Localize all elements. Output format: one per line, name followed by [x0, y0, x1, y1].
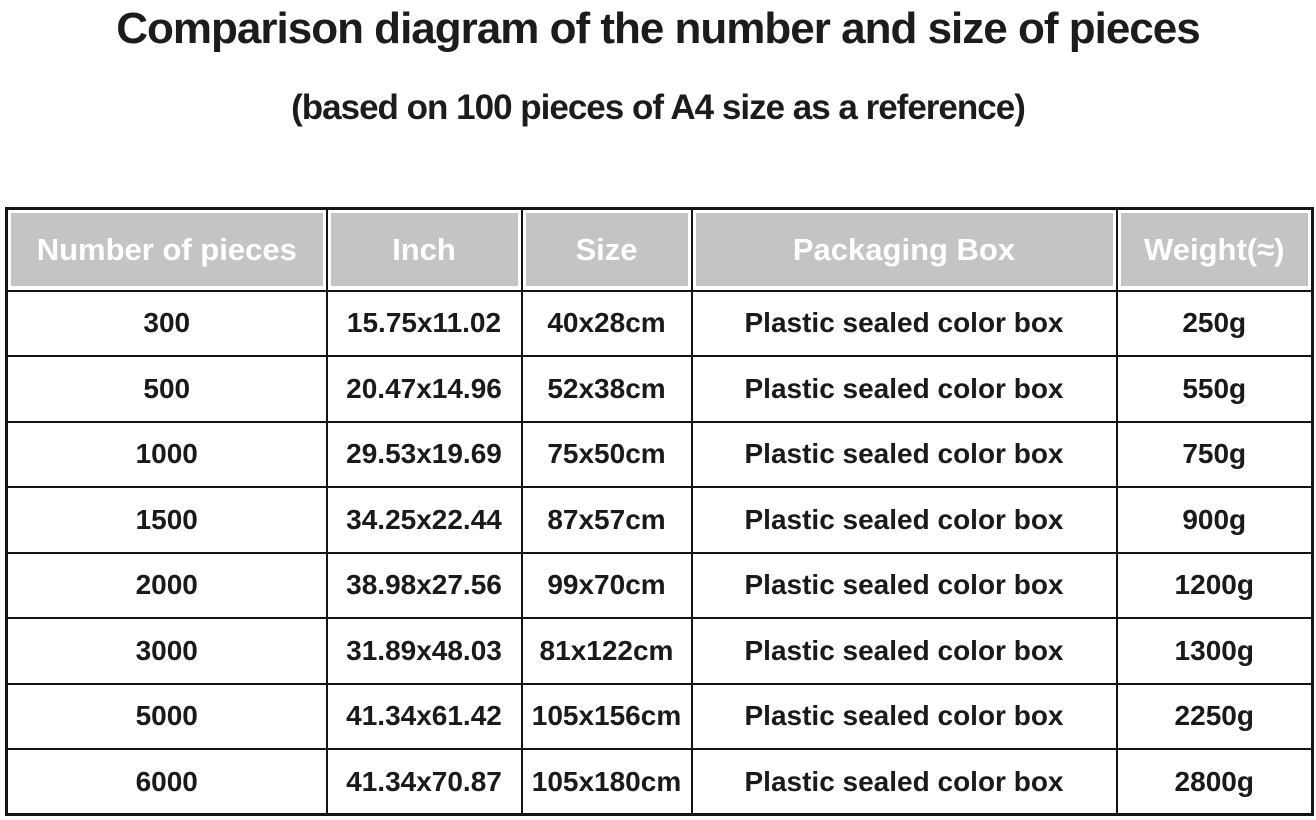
cell-size: 81x122cm	[520, 617, 693, 685]
cell-weight: 2800g	[1115, 748, 1314, 816]
table-row: 5000 41.34x61.42 105x156cm Plastic sealed c…	[5, 682, 1314, 750]
column-header-size: Size	[520, 207, 693, 292]
cell-number-of-pieces: 300	[5, 289, 328, 357]
cell-number-of-pieces: 1500	[5, 486, 328, 554]
cell-packaging-box: Plastic sealed color box	[690, 486, 1118, 554]
column-header-packaging-box: Packaging Box	[690, 207, 1118, 292]
cell-inch: 29.53x19.69	[325, 420, 523, 488]
cell-inch: 15.75x11.02	[325, 289, 523, 357]
cell-size: 105x180cm	[520, 748, 693, 816]
cell-inch: 38.98x27.56	[325, 551, 523, 619]
table-row: 300 15.75x11.02 40x28cm Plastic sealed colo…	[5, 289, 1314, 357]
column-header-inch: Inch	[325, 207, 523, 292]
column-header-label: Inch	[330, 213, 518, 287]
comparison-table: Number of pieces Inch Size Packaging Box…	[5, 207, 1314, 816]
cell-weight: 1200g	[1115, 551, 1314, 619]
page-title: Comparison diagram of the number and siz…	[116, 4, 1200, 53]
cell-number-of-pieces: 6000	[5, 748, 328, 816]
cell-packaging-box: Plastic sealed color box	[690, 355, 1118, 423]
cell-size: 75x50cm	[520, 420, 693, 488]
column-header-label: Size	[525, 213, 688, 287]
page-subtitle: (based on 100 pieces of A4 size as a ref…	[291, 88, 1026, 127]
table-row: 6000 41.34x70.87 105x180cm Plastic sealed c…	[5, 748, 1314, 816]
comparison-table-container: Number of pieces Inch Size Packaging Box…	[5, 207, 1314, 816]
cell-weight: 550g	[1115, 355, 1314, 423]
cell-number-of-pieces: 500	[5, 355, 328, 423]
cell-packaging-box: Plastic sealed color box	[690, 420, 1118, 488]
cell-packaging-box: Plastic sealed color box	[690, 682, 1118, 750]
cell-number-of-pieces: 3000	[5, 617, 328, 685]
cell-packaging-box: Plastic sealed color box	[690, 617, 1118, 685]
cell-weight: 900g	[1115, 486, 1314, 554]
cell-number-of-pieces: 1000	[5, 420, 328, 488]
table-row: 500 20.47x14.96 52x38cm Plastic sealed colo…	[5, 355, 1314, 423]
cell-packaging-box: Plastic sealed color box	[690, 289, 1118, 357]
cell-inch: 34.25x22.44	[325, 486, 523, 554]
cell-weight: 2250g	[1115, 682, 1314, 750]
cell-packaging-box: Plastic sealed color box	[690, 748, 1118, 816]
column-header-weight: Weight(≈)	[1115, 207, 1314, 292]
cell-number-of-pieces: 5000	[5, 682, 328, 750]
cell-weight: 1300g	[1115, 617, 1314, 685]
table-row: 1000 29.53x19.69 75x50cm Plastic sealed col…	[5, 420, 1314, 488]
cell-weight: 750g	[1115, 420, 1314, 488]
cell-number-of-pieces: 2000	[5, 551, 328, 619]
cell-inch: 41.34x70.87	[325, 748, 523, 816]
table-row: 3000 31.89x48.03 81x122cm Plastic sealed co…	[5, 617, 1314, 685]
table-row: 2000 38.98x27.56 99x70cm Plastic sealed col…	[5, 551, 1314, 619]
cell-size: 99x70cm	[520, 551, 693, 619]
column-header-label: Weight(≈)	[1120, 213, 1308, 287]
cell-inch: 31.89x48.03	[325, 617, 523, 685]
cell-size: 105x156cm	[520, 682, 693, 750]
column-header-label: Number of pieces	[11, 213, 323, 287]
cell-size: 87x57cm	[520, 486, 693, 554]
cell-weight: 250g	[1115, 289, 1314, 357]
table-row: 1500 34.25x22.44 87x57cm Plastic sealed col…	[5, 486, 1314, 554]
column-header-number-of-pieces: Number of pieces	[5, 207, 328, 292]
cell-inch: 20.47x14.96	[325, 355, 523, 423]
table-header-row: Number of pieces Inch Size Packaging Box…	[5, 207, 1314, 292]
table-body: 300 15.75x11.02 40x28cm Plastic sealed colo…	[5, 289, 1314, 816]
cell-packaging-box: Plastic sealed color box	[690, 551, 1118, 619]
cell-inch: 41.34x61.42	[325, 682, 523, 750]
cell-size: 52x38cm	[520, 355, 693, 423]
column-header-label: Packaging Box	[695, 213, 1113, 287]
cell-size: 40x28cm	[520, 289, 693, 357]
